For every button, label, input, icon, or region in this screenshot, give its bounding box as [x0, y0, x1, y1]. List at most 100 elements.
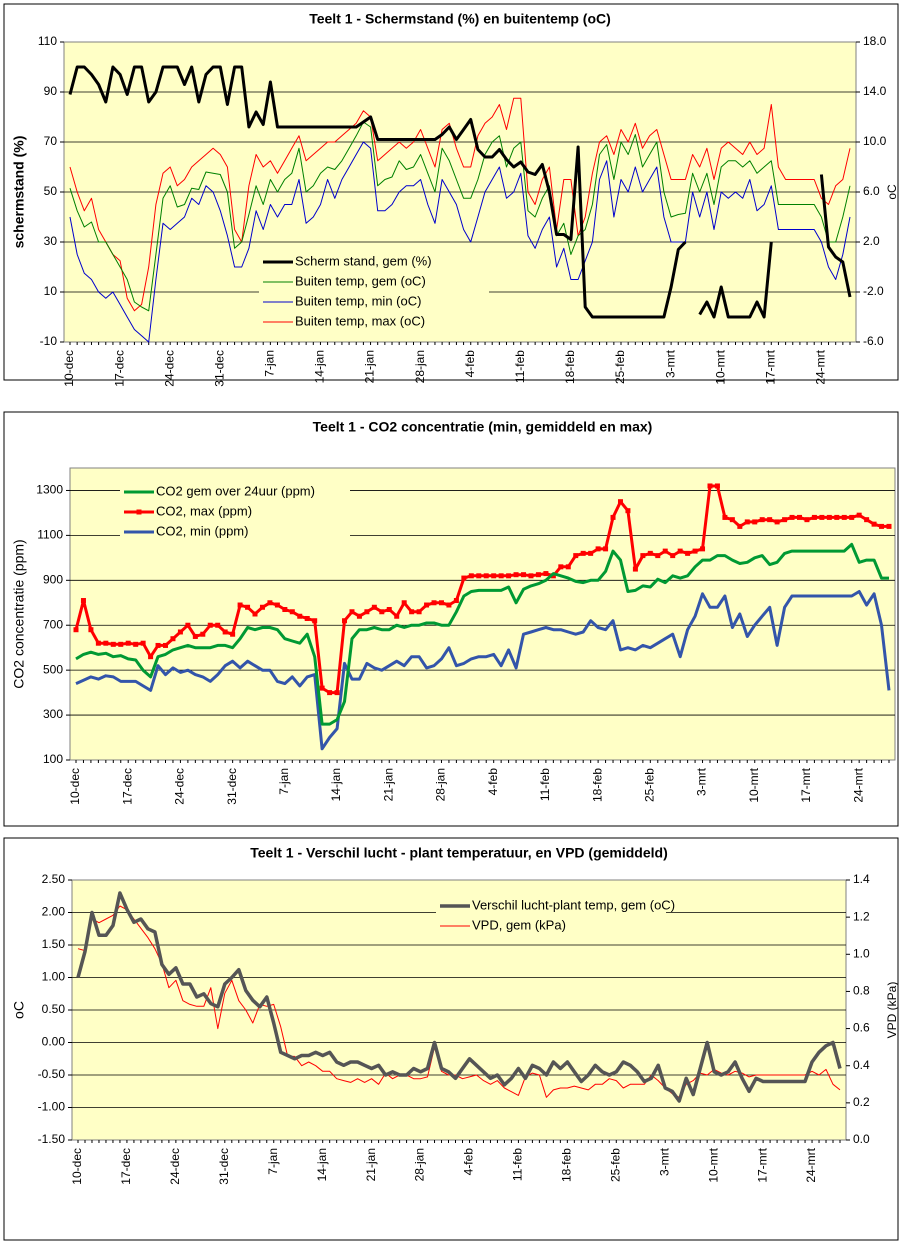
marker [274, 602, 280, 608]
marker [155, 642, 161, 648]
x-tick-label: 21-jan [363, 350, 377, 383]
x-tick-label: 17-mrt [763, 349, 777, 384]
y2-tick-label: 18.0 [863, 34, 887, 48]
x-tick-label: 4-feb [462, 1148, 476, 1176]
y2-tick-label: 1.0 [853, 946, 870, 960]
x-tick-label: 31-dec [217, 1148, 231, 1185]
x-tick-label: 24-mrt [804, 1147, 818, 1182]
marker [453, 598, 459, 604]
series-line [76, 891, 842, 1103]
marker [722, 514, 728, 520]
marker [796, 514, 802, 520]
legend-box [120, 478, 350, 546]
marker [222, 629, 228, 635]
chart-title: Teelt 1 - Verschil lucht - plant tempera… [250, 845, 667, 861]
marker [617, 499, 623, 505]
legend-label: CO2 gem over 24uur (ppm) [156, 483, 315, 498]
y-tick-label: 0.00 [42, 1035, 66, 1049]
marker [647, 550, 653, 556]
marker [834, 514, 840, 520]
x-tick-label: 28-jan [434, 768, 448, 801]
marker [297, 613, 303, 619]
y2-axis-label: oC [885, 184, 899, 200]
marker [424, 602, 430, 608]
marker [416, 609, 422, 615]
x-tick-label: 21-jan [381, 768, 395, 801]
legend-label: CO2, min (ppm) [156, 523, 248, 538]
marker [632, 566, 638, 572]
marker [110, 641, 116, 647]
marker [267, 600, 273, 606]
marker [177, 629, 183, 635]
y-tick-label: 30 [44, 234, 58, 248]
x-tick-label: 10-mrt [747, 767, 761, 802]
y-axis-label: oC [11, 1001, 27, 1019]
legend-label: Scherm stand, gem (%) [295, 253, 432, 268]
marker [714, 483, 720, 489]
legend-label: VPD, gem (kPa) [472, 917, 566, 932]
marker [603, 546, 609, 552]
x-tick-label: 28-jan [413, 1148, 427, 1181]
marker [804, 517, 810, 523]
x-tick-label: 24-dec [168, 1148, 182, 1185]
y2-tick-label: 0.0 [853, 1132, 870, 1146]
y-tick-label: 0.50 [42, 1002, 66, 1016]
marker [133, 641, 139, 647]
marker [513, 572, 519, 578]
x-tick-label: 11-feb [513, 350, 527, 383]
marker [207, 622, 213, 628]
legend-label: Buiten temp, max (oC) [295, 313, 425, 328]
marker [192, 633, 198, 639]
marker [88, 627, 94, 633]
marker [744, 519, 750, 525]
y-tick-label: 1100 [37, 528, 63, 542]
marker [879, 523, 885, 529]
marker [319, 685, 325, 691]
marker [759, 517, 765, 523]
marker [789, 514, 795, 520]
marker [610, 514, 616, 520]
x-tick-label: 18-feb [563, 350, 577, 384]
x-tick-label: 18-feb [590, 768, 604, 802]
marker [655, 553, 661, 559]
y-tick-label: 1300 [36, 483, 63, 497]
y-tick-label: 500 [43, 662, 63, 676]
y2-tick-label: 10.0 [863, 134, 887, 148]
marker [677, 548, 683, 554]
y2-tick-label: 2.0 [863, 234, 880, 248]
y2-tick-label: 1.4 [853, 872, 870, 886]
x-tick-label: 3-mrt [695, 767, 709, 796]
y-tick-label: 50 [44, 184, 58, 198]
marker [588, 550, 594, 556]
marker [849, 514, 855, 520]
y2-tick-label: 6.0 [863, 184, 880, 198]
marker [312, 618, 318, 624]
x-tick-label: 10-mrt [706, 1147, 720, 1182]
marker [80, 598, 86, 604]
x-tick-label: 24-mrt [851, 767, 865, 802]
x-tick-label: 18-feb [560, 1148, 574, 1182]
marker [498, 573, 504, 579]
x-tick-label: 14-jan [313, 350, 327, 383]
marker [670, 553, 676, 559]
marker [446, 602, 452, 608]
marker [73, 627, 79, 633]
marker [811, 514, 817, 520]
marker [95, 640, 101, 646]
marker [163, 642, 169, 648]
marker [491, 573, 497, 579]
marker [409, 609, 415, 615]
x-tick-label: 11-feb [511, 1148, 525, 1181]
marker [438, 600, 444, 606]
marker [521, 572, 527, 578]
y-tick-label: -1.00 [38, 1100, 66, 1114]
marker [506, 573, 512, 579]
marker [580, 550, 586, 556]
series-line [68, 65, 852, 319]
y-tick-label: 900 [43, 572, 63, 586]
marker [327, 690, 333, 696]
marker [364, 609, 370, 615]
x-tick-label: 10-mrt [713, 349, 727, 384]
marker [245, 604, 251, 610]
marker [282, 607, 288, 613]
